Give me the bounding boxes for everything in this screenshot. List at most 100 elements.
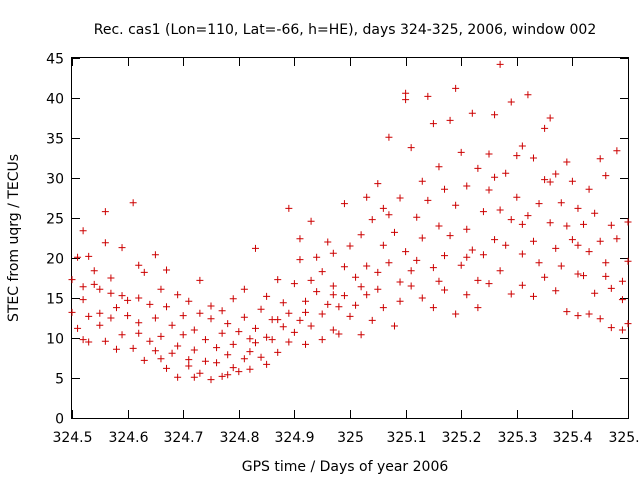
data-point [368, 216, 376, 224]
data-point [496, 267, 504, 275]
data-point [541, 124, 549, 132]
data-point [101, 239, 109, 247]
data-point [402, 248, 410, 256]
chart-title: Rec. cas1 (Lon=110, Lat=-66, h=HE), days… [94, 22, 596, 38]
data-point [352, 301, 360, 309]
data-point [552, 287, 560, 295]
data-point [129, 199, 137, 207]
data-point [79, 336, 87, 344]
data-point [618, 326, 626, 334]
data-point [368, 316, 376, 324]
data-point [218, 329, 226, 337]
data-point [251, 324, 259, 332]
data-point [491, 236, 499, 244]
data-point [424, 196, 432, 204]
data-point [618, 277, 626, 285]
data-point [229, 295, 237, 303]
data-point [263, 360, 271, 368]
data-point [357, 283, 365, 291]
data-point [580, 272, 588, 280]
data-point [302, 308, 310, 316]
data-point [329, 249, 337, 257]
data-point [407, 282, 415, 290]
data-point [157, 332, 165, 340]
data-point [313, 288, 321, 296]
data-point [263, 292, 271, 300]
data-point [357, 331, 365, 339]
y-tick-label: 5 [55, 372, 64, 388]
data-point [302, 340, 310, 348]
data-point [279, 323, 287, 331]
data-point [457, 148, 465, 156]
data-point [429, 264, 437, 272]
data-point [240, 285, 248, 293]
y-tick-label: 20 [46, 252, 64, 268]
data-point [157, 285, 165, 293]
data-point [452, 201, 460, 209]
data-point [441, 185, 449, 193]
data-point [502, 241, 510, 249]
data-point [446, 116, 454, 124]
data-point [352, 273, 360, 281]
plot-frame [71, 57, 629, 419]
x-axis: 324.5 324.6 324.7 324.8 324.9 325 325.1 325.2 32… [52, 58, 640, 475]
data-point [90, 267, 98, 275]
data-point [207, 302, 215, 310]
data-point [85, 338, 93, 346]
data-point [74, 253, 82, 261]
x-tick-label: 325 [337, 430, 364, 446]
data-point [457, 261, 465, 269]
data-point [85, 252, 93, 260]
data-point [340, 292, 348, 300]
data-point [218, 372, 226, 380]
data-point [585, 310, 593, 318]
data-point [329, 326, 337, 334]
data-point [468, 246, 476, 254]
data-point [479, 251, 487, 259]
data-point [435, 277, 443, 285]
data-point [240, 355, 248, 363]
data-point [179, 331, 187, 339]
data-point [524, 212, 532, 220]
data-point [257, 305, 265, 313]
data-point [329, 291, 337, 299]
data-point [274, 276, 282, 284]
data-point [618, 296, 626, 304]
data-point [602, 272, 610, 280]
data-point [118, 331, 126, 339]
data-point [201, 336, 209, 344]
data-point [79, 227, 87, 235]
data-point [624, 257, 632, 265]
data-point [307, 276, 315, 284]
data-point [79, 296, 87, 304]
data-point [563, 158, 571, 166]
data-point [346, 312, 354, 320]
data-point [112, 345, 120, 353]
data-point [96, 321, 104, 329]
y-tick-label: 30 [46, 172, 64, 188]
data-point [190, 346, 198, 354]
data-point [563, 308, 571, 316]
data-point [390, 228, 398, 236]
data-point [118, 244, 126, 252]
data-point [307, 217, 315, 225]
data-point [329, 282, 337, 290]
data-point [463, 225, 471, 233]
data-point [485, 280, 493, 288]
data-point [418, 234, 426, 242]
data-point [507, 290, 515, 298]
data-point [529, 237, 537, 245]
data-point [340, 200, 348, 208]
data-point [535, 259, 543, 267]
data-point [574, 204, 582, 212]
data-point [574, 312, 582, 320]
y-tick-label: 15 [46, 292, 64, 308]
data-point [602, 259, 610, 267]
data-point [196, 309, 204, 317]
y-axis: STEC from uqrg / TECUs 0 5 10 15 20 25 30 35 40 4… [6, 52, 628, 428]
data-point [418, 294, 426, 302]
data-point [474, 276, 482, 284]
data-point [135, 329, 143, 337]
data-point [374, 285, 382, 293]
data-point [285, 338, 293, 346]
